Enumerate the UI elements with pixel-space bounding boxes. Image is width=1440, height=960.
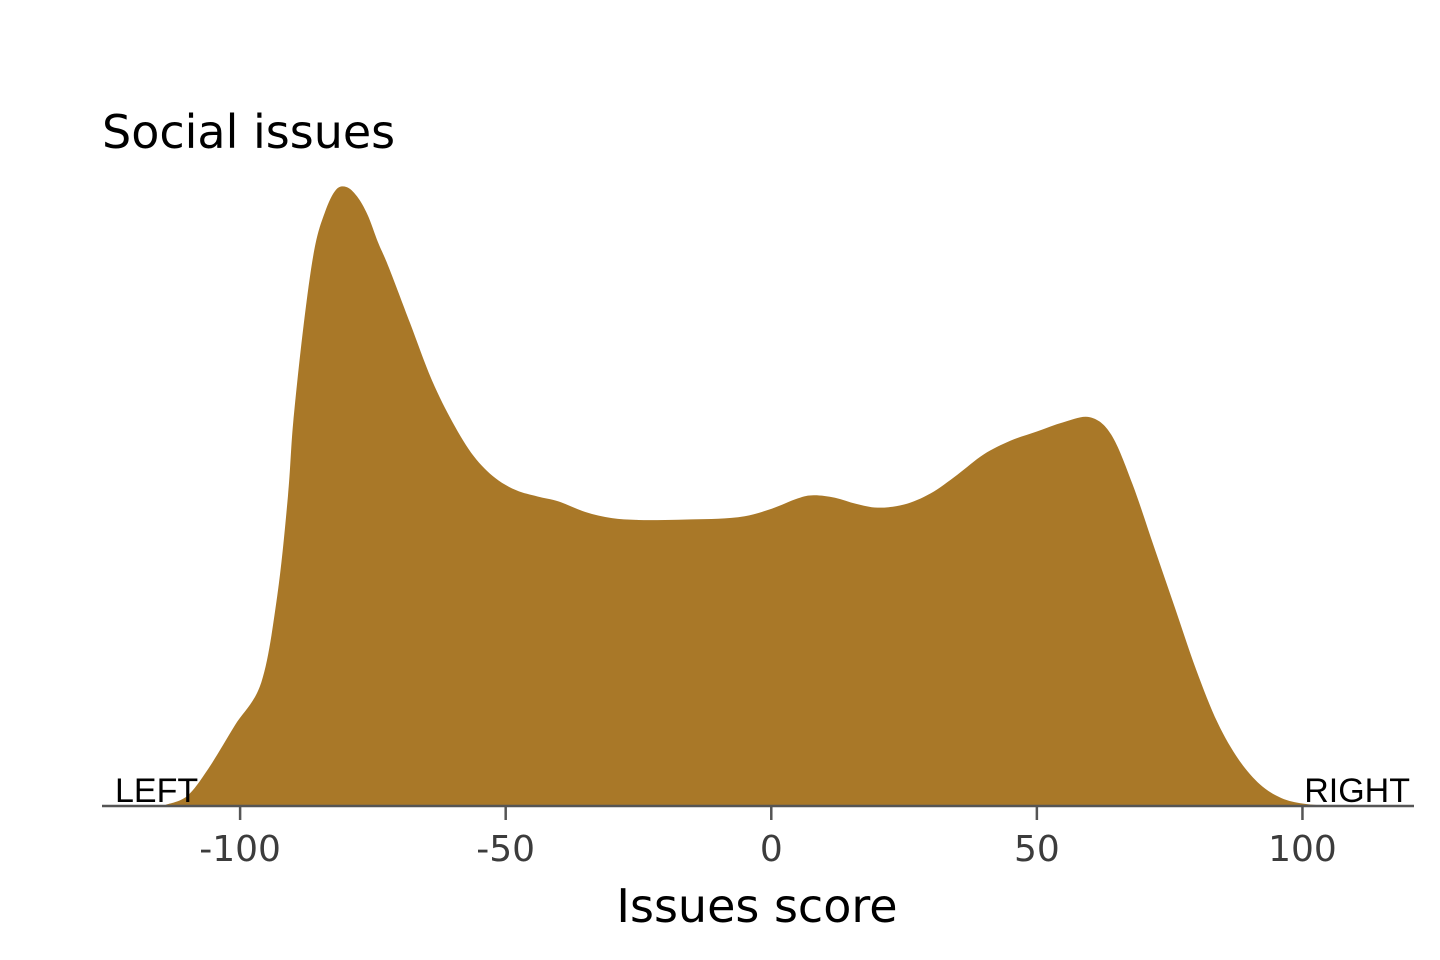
chart-title: Social issues	[102, 105, 395, 159]
x-axis-ticks: -100 -50 0 50 100	[199, 806, 1337, 870]
x-tick-label: -50	[476, 829, 535, 870]
density-area	[165, 186, 1345, 806]
x-tick-label: 100	[1268, 829, 1337, 870]
x-tick-label: 50	[1014, 829, 1060, 870]
x-tick-label: -100	[199, 829, 281, 870]
left-end-label: LEFT	[115, 772, 198, 810]
right-end-label: RIGHT	[1304, 772, 1410, 810]
x-axis-title: Issues score	[616, 879, 897, 933]
x-tick-label: 0	[760, 829, 783, 870]
